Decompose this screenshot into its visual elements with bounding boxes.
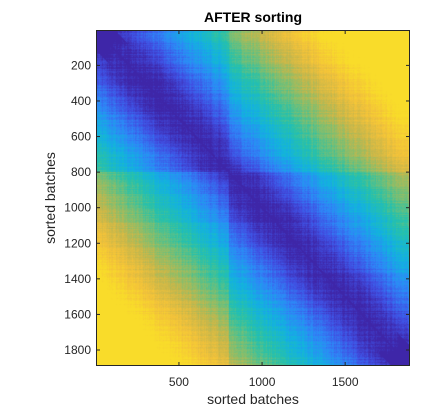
y-tick-label: 200 (71, 58, 91, 72)
y-tick-label: 800 (71, 165, 91, 179)
chart-title: AFTER sorting (204, 9, 302, 25)
y-tick-label: 1600 (64, 307, 91, 321)
x-axis-label: sorted batches (207, 391, 299, 407)
plot-frame (96, 30, 410, 366)
x-tick-label: 1500 (332, 375, 359, 389)
y-axis-label: sorted batches (42, 152, 58, 244)
y-axis: 200 400 600 800 1000 1200 1400 1600 1800 (64, 58, 410, 357)
x-axis: 500 1000 1500 (169, 30, 359, 389)
y-tick-label: 1400 (64, 272, 91, 286)
y-tick-label: 1200 (64, 236, 91, 250)
x-tick-label: 1000 (249, 375, 276, 389)
x-tick-label: 500 (169, 375, 189, 389)
plot-area (96, 30, 410, 366)
heatmap-image (96, 30, 410, 366)
y-tick-label: 1800 (64, 343, 91, 357)
y-tick-label: 600 (71, 130, 91, 144)
y-tick-label: 1000 (64, 201, 91, 215)
y-tick-label: 400 (71, 94, 91, 108)
